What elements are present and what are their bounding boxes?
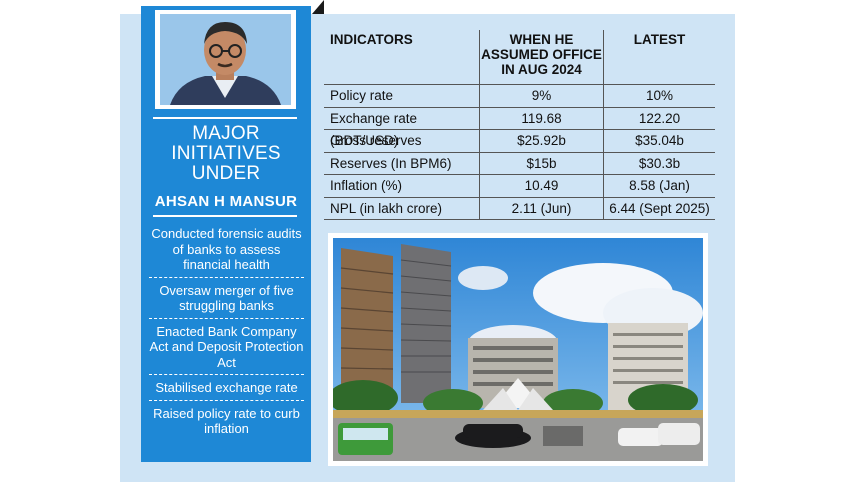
cell-then: 2.11 (Jun) [479, 197, 603, 219]
header-assumed-office: WHEN HE ASSUMED OFFICE IN AUG 2024 [479, 30, 603, 84]
title-line-3: UNDER [191, 163, 261, 184]
cell-latest: $35.04b [603, 130, 715, 152]
cell-latest: 122.20 [603, 107, 715, 130]
table-header: INDICATORS WHEN HE ASSUMED OFFICE IN AUG… [324, 30, 715, 84]
header-latest: LATEST [603, 30, 715, 84]
divider-bottom [153, 215, 297, 217]
title-line-1: MAJOR [192, 123, 260, 144]
cell-latest: 8.58 (Jan) [603, 175, 715, 197]
title-line-2: INITIATIVES [171, 143, 281, 164]
cell-then: 119.68 [479, 107, 603, 130]
initiative-item: Enacted Bank Company Act and Deposit Pro… [149, 322, 304, 375]
table-row: Reserves (In BPM6) $15b $30.3b [324, 151, 715, 175]
initiatives-list: Conducted forensic audits of banks to as… [149, 224, 304, 444]
cell-latest: $30.3b [603, 152, 715, 175]
cell-indicator: Gross reserves [330, 133, 422, 149]
cell-indicator: Reserves (In BPM6) [330, 155, 452, 171]
cell-indicator: NPL (in lakh crore) [330, 200, 443, 216]
cell-latest: 6.44 (Sept 2025) [603, 197, 715, 219]
initiative-item: Oversaw merger of five struggling banks [149, 281, 304, 319]
governor-name: AHSAN H MANSUR [154, 193, 298, 210]
indicators-table: INDICATORS WHEN HE ASSUMED OFFICE IN AUG… [324, 30, 715, 220]
cell-latest: 10% [603, 85, 715, 107]
table-row: NPL (in lakh crore) 2.11 (Jun) 6.44 (Sep… [324, 196, 715, 220]
divider-top [153, 117, 297, 119]
portrait-photo [160, 14, 291, 105]
portrait-illustration [160, 14, 291, 105]
initiative-item: Stabilised exchange rate [149, 378, 304, 401]
table-row: Inflation (%) 10.49 8.58 (Jan) [324, 174, 715, 197]
table-row: Exchange rate (BDT/USD) 119.68 122.20 [324, 106, 715, 149]
initiative-item: Conducted forensic audits of banks to as… [149, 224, 304, 278]
table-row: Gross reserves $25.92b $35.04b [324, 129, 715, 152]
building-scene-illustration [333, 238, 703, 461]
cell-then: $15b [479, 152, 603, 175]
header-indicators: INDICATORS [330, 32, 413, 47]
cell-indicator: Exchange rate (BDT/USD) [330, 110, 418, 149]
corner-tab-decoration [312, 0, 324, 14]
cell-then: 9% [479, 85, 603, 107]
cell-indicator: Inflation (%) [330, 178, 403, 194]
table-row: Policy rate 9% 10% [324, 84, 715, 107]
initiative-item: Raised policy rate to curb inflation [153, 405, 300, 437]
major-initiatives-title: MAJOR INITIATIVES UNDER [141, 124, 311, 184]
cell-indicator: Policy rate [330, 88, 394, 103]
building-photo [333, 238, 703, 461]
cell-then: $25.92b [479, 130, 603, 152]
cell-then: 10.49 [479, 175, 603, 197]
